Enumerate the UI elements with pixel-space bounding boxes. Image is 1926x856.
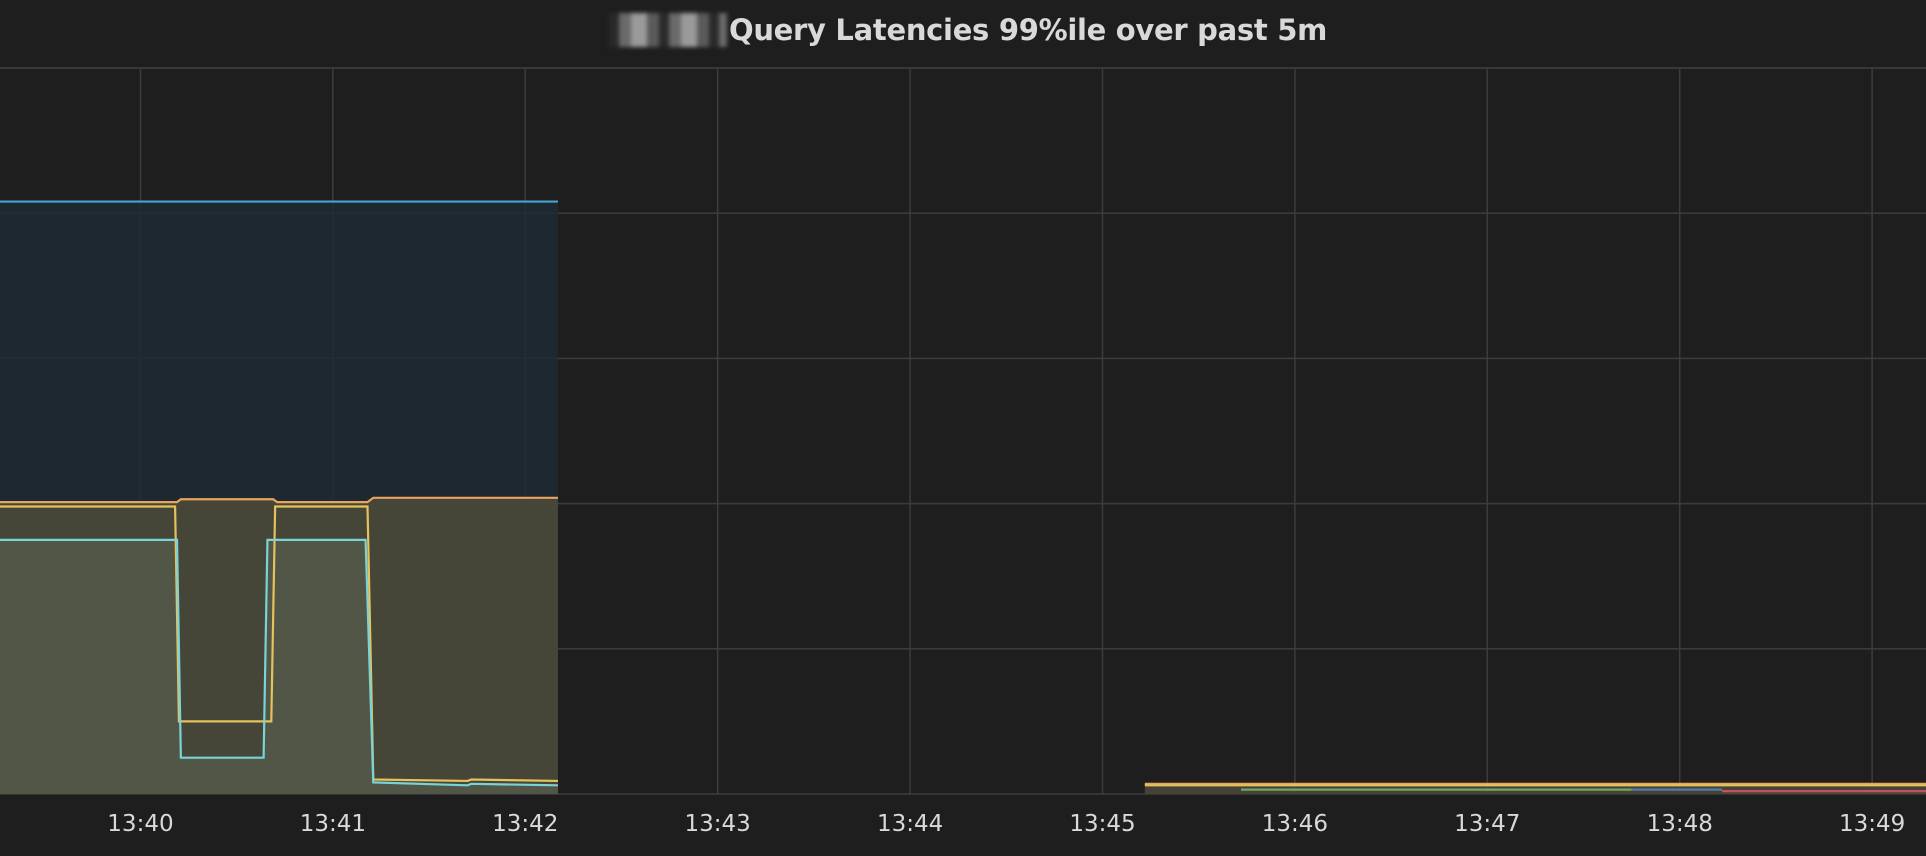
series-3-line bbox=[0, 538, 559, 787]
redacted-title-prefix bbox=[608, 13, 727, 47]
x-tick-label: 13:43 bbox=[685, 811, 751, 837]
series-2-line bbox=[0, 505, 559, 783]
title-wrap: Query Latencies 99%ile over past 5m bbox=[608, 13, 1328, 47]
panel-title[interactable]: Query Latencies 99%ile over past 5m bbox=[728, 13, 1328, 47]
x-tick-label: 13:45 bbox=[1069, 811, 1135, 837]
series-1-line bbox=[0, 496, 558, 504]
x-tick-label: 13:41 bbox=[300, 811, 366, 837]
x-tick-label: 13:40 bbox=[107, 811, 173, 837]
series-3-area bbox=[0, 539, 558, 794]
x-tick-label: 13:47 bbox=[1454, 811, 1520, 837]
x-tick-label: 13:49 bbox=[1839, 811, 1905, 837]
panel-header[interactable]: Query Latencies 99%ile over past 5m bbox=[0, 0, 1926, 60]
x-tick-label: 13:48 bbox=[1647, 811, 1713, 837]
x-tick-label: 13:46 bbox=[1262, 811, 1328, 837]
x-tick-label: 13:44 bbox=[877, 811, 943, 837]
x-tick-label: 13:42 bbox=[492, 811, 558, 837]
